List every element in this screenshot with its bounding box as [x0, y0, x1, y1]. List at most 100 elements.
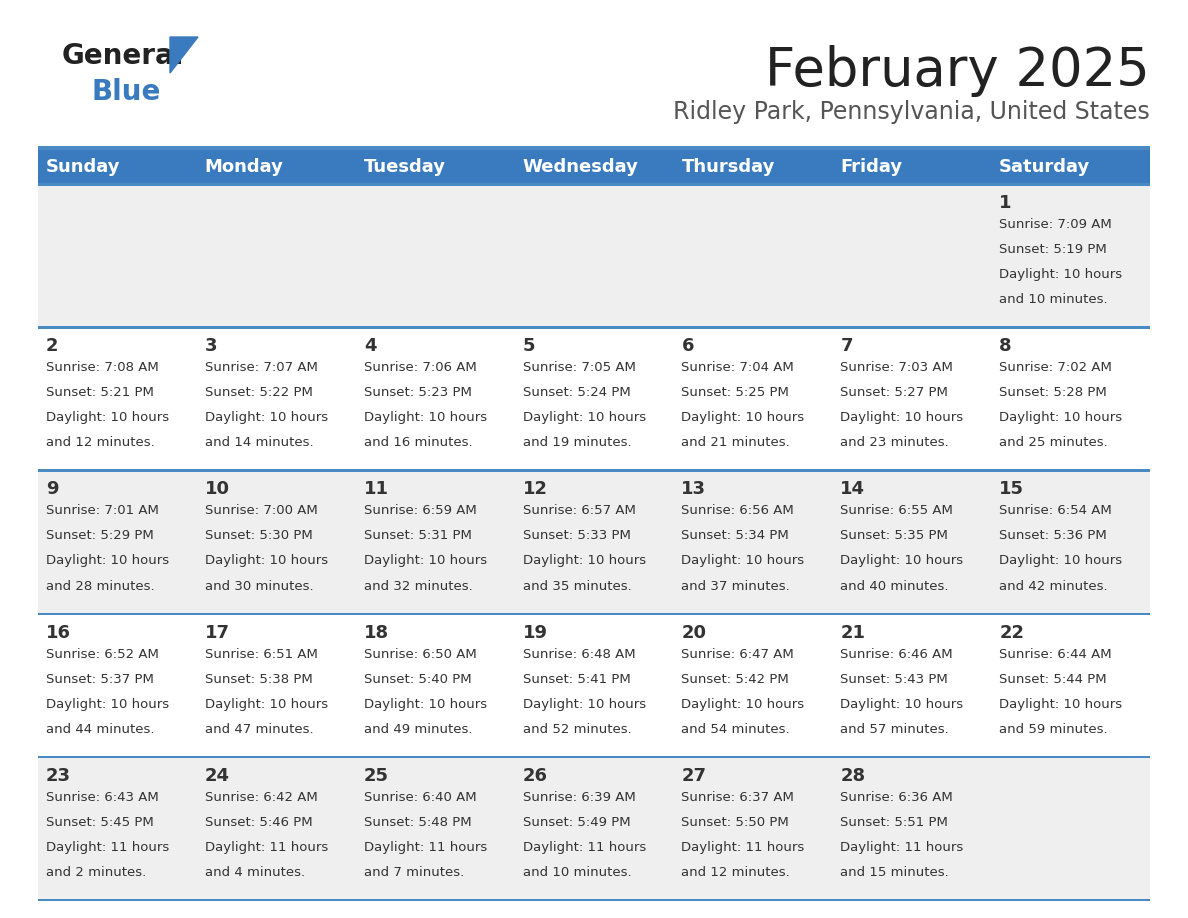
Text: Sunday: Sunday	[46, 158, 120, 176]
Text: Sunrise: 7:00 AM: Sunrise: 7:00 AM	[204, 504, 317, 518]
Text: 13: 13	[682, 480, 707, 498]
Text: Sunset: 5:36 PM: Sunset: 5:36 PM	[999, 530, 1107, 543]
Text: Daylight: 10 hours: Daylight: 10 hours	[204, 698, 328, 711]
Text: Sunrise: 7:09 AM: Sunrise: 7:09 AM	[999, 218, 1112, 231]
Bar	[38, 470, 1150, 613]
Text: and 14 minutes.: and 14 minutes.	[204, 436, 314, 449]
Text: Daylight: 10 hours: Daylight: 10 hours	[46, 554, 169, 567]
Text: Daylight: 10 hours: Daylight: 10 hours	[204, 411, 328, 424]
Text: 8: 8	[999, 337, 1012, 355]
Text: and 40 minutes.: and 40 minutes.	[840, 579, 949, 592]
Text: and 25 minutes.: and 25 minutes.	[999, 436, 1108, 449]
Text: Sunset: 5:42 PM: Sunset: 5:42 PM	[682, 673, 789, 686]
Text: and 15 minutes.: and 15 minutes.	[840, 866, 949, 879]
Bar	[38, 756, 1150, 758]
Text: Sunrise: 7:02 AM: Sunrise: 7:02 AM	[999, 361, 1112, 375]
Text: Sunrise: 6:44 AM: Sunrise: 6:44 AM	[999, 647, 1112, 661]
Text: and 57 minutes.: and 57 minutes.	[840, 722, 949, 735]
Text: and 2 minutes.: and 2 minutes.	[46, 866, 146, 879]
Bar	[38, 326, 1150, 329]
Text: Sunrise: 6:42 AM: Sunrise: 6:42 AM	[204, 790, 317, 804]
Polygon shape	[170, 37, 198, 73]
Text: 25: 25	[364, 767, 388, 785]
Text: 14: 14	[840, 480, 865, 498]
Text: Sunset: 5:23 PM: Sunset: 5:23 PM	[364, 386, 472, 399]
Text: Daylight: 10 hours: Daylight: 10 hours	[999, 268, 1123, 281]
Text: Daylight: 10 hours: Daylight: 10 hours	[682, 698, 804, 711]
Text: and 59 minutes.: and 59 minutes.	[999, 722, 1107, 735]
Text: Daylight: 11 hours: Daylight: 11 hours	[364, 841, 487, 854]
Text: Sunset: 5:33 PM: Sunset: 5:33 PM	[523, 530, 631, 543]
Bar	[38, 327, 1150, 470]
Text: Sunrise: 6:56 AM: Sunrise: 6:56 AM	[682, 504, 795, 518]
Text: Daylight: 10 hours: Daylight: 10 hours	[840, 411, 963, 424]
Text: and 10 minutes.: and 10 minutes.	[523, 866, 631, 879]
Text: Sunset: 5:29 PM: Sunset: 5:29 PM	[46, 530, 153, 543]
Bar	[38, 183, 1150, 185]
Text: Sunset: 5:21 PM: Sunset: 5:21 PM	[46, 386, 154, 399]
Bar	[38, 146, 1150, 150]
Text: General: General	[62, 42, 184, 70]
Text: Daylight: 10 hours: Daylight: 10 hours	[682, 411, 804, 424]
Text: Daylight: 10 hours: Daylight: 10 hours	[999, 411, 1123, 424]
Text: Daylight: 10 hours: Daylight: 10 hours	[523, 698, 646, 711]
Text: Sunset: 5:30 PM: Sunset: 5:30 PM	[204, 530, 312, 543]
Text: 20: 20	[682, 623, 707, 642]
Text: Sunrise: 7:08 AM: Sunrise: 7:08 AM	[46, 361, 159, 375]
Text: Blue: Blue	[91, 78, 162, 106]
Text: and 35 minutes.: and 35 minutes.	[523, 579, 631, 592]
Text: Sunrise: 6:57 AM: Sunrise: 6:57 AM	[523, 504, 636, 518]
Text: 6: 6	[682, 337, 694, 355]
Text: Daylight: 10 hours: Daylight: 10 hours	[364, 698, 487, 711]
Text: Saturday: Saturday	[999, 158, 1091, 176]
Text: Daylight: 10 hours: Daylight: 10 hours	[999, 554, 1123, 567]
Text: Daylight: 11 hours: Daylight: 11 hours	[46, 841, 169, 854]
Text: Sunrise: 6:54 AM: Sunrise: 6:54 AM	[999, 504, 1112, 518]
Text: and 32 minutes.: and 32 minutes.	[364, 579, 473, 592]
Text: Sunrise: 7:07 AM: Sunrise: 7:07 AM	[204, 361, 317, 375]
Text: 12: 12	[523, 480, 548, 498]
Text: Daylight: 10 hours: Daylight: 10 hours	[46, 698, 169, 711]
Text: Sunrise: 6:52 AM: Sunrise: 6:52 AM	[46, 647, 159, 661]
Text: and 23 minutes.: and 23 minutes.	[840, 436, 949, 449]
Text: Monday: Monday	[204, 158, 284, 176]
Text: Daylight: 10 hours: Daylight: 10 hours	[999, 698, 1123, 711]
Text: 26: 26	[523, 767, 548, 785]
Text: Sunrise: 7:06 AM: Sunrise: 7:06 AM	[364, 361, 476, 375]
Text: 17: 17	[204, 623, 229, 642]
Text: 9: 9	[46, 480, 58, 498]
Text: Daylight: 10 hours: Daylight: 10 hours	[364, 554, 487, 567]
Text: Sunrise: 6:43 AM: Sunrise: 6:43 AM	[46, 790, 159, 804]
Bar	[38, 150, 1150, 184]
Text: 16: 16	[46, 623, 71, 642]
Text: Sunset: 5:51 PM: Sunset: 5:51 PM	[840, 816, 948, 829]
Text: 7: 7	[840, 337, 853, 355]
Text: Sunrise: 6:47 AM: Sunrise: 6:47 AM	[682, 647, 795, 661]
Text: and 30 minutes.: and 30 minutes.	[204, 579, 314, 592]
Text: Sunrise: 7:01 AM: Sunrise: 7:01 AM	[46, 504, 159, 518]
Text: Daylight: 11 hours: Daylight: 11 hours	[523, 841, 646, 854]
Text: and 12 minutes.: and 12 minutes.	[682, 866, 790, 879]
Text: Sunrise: 6:37 AM: Sunrise: 6:37 AM	[682, 790, 795, 804]
Text: 24: 24	[204, 767, 229, 785]
Text: and 49 minutes.: and 49 minutes.	[364, 722, 472, 735]
Text: Sunset: 5:43 PM: Sunset: 5:43 PM	[840, 673, 948, 686]
Text: Sunset: 5:31 PM: Sunset: 5:31 PM	[364, 530, 472, 543]
Text: Daylight: 10 hours: Daylight: 10 hours	[46, 411, 169, 424]
Bar	[38, 612, 1150, 615]
Text: Sunset: 5:50 PM: Sunset: 5:50 PM	[682, 816, 789, 829]
Text: and 19 minutes.: and 19 minutes.	[523, 436, 631, 449]
Text: and 28 minutes.: and 28 minutes.	[46, 579, 154, 592]
Bar	[38, 184, 1150, 327]
Text: Daylight: 11 hours: Daylight: 11 hours	[682, 841, 804, 854]
Bar	[38, 756, 1150, 900]
Text: Sunset: 5:38 PM: Sunset: 5:38 PM	[204, 673, 312, 686]
Text: Sunrise: 7:05 AM: Sunrise: 7:05 AM	[523, 361, 636, 375]
Text: 11: 11	[364, 480, 388, 498]
Text: Sunset: 5:44 PM: Sunset: 5:44 PM	[999, 673, 1107, 686]
Text: Sunrise: 6:51 AM: Sunrise: 6:51 AM	[204, 647, 317, 661]
Text: Sunrise: 6:50 AM: Sunrise: 6:50 AM	[364, 647, 476, 661]
Text: 3: 3	[204, 337, 217, 355]
Text: and 37 minutes.: and 37 minutes.	[682, 579, 790, 592]
Text: February 2025: February 2025	[765, 45, 1150, 97]
